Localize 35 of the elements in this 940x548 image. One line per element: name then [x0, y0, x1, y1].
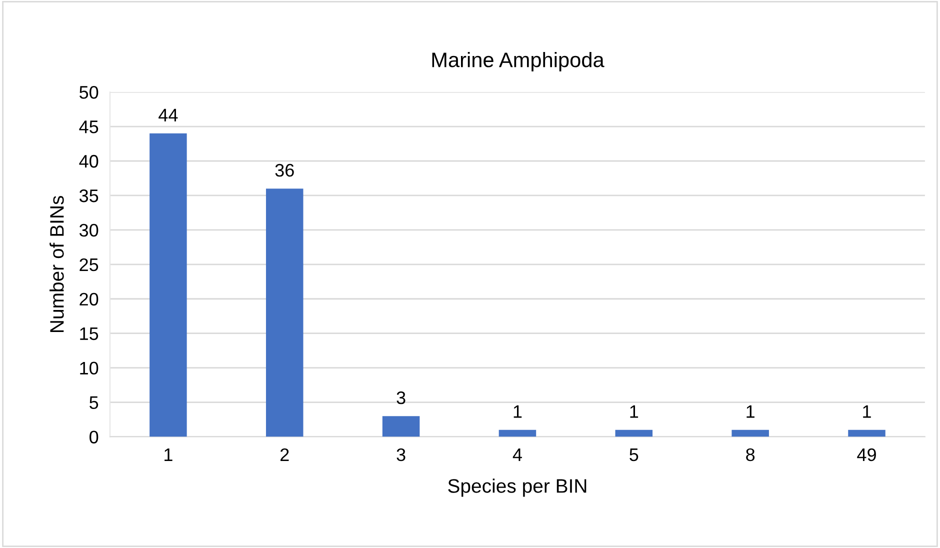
bar	[732, 430, 769, 437]
bar	[150, 133, 187, 437]
y-tick-label: 50	[80, 86, 98, 99]
x-tick-label: 49	[857, 448, 876, 462]
y-tick-label: 5	[90, 396, 98, 410]
y-tick-label: 45	[79, 120, 98, 134]
data-label: 1	[630, 405, 638, 418]
x-tick-label: 5	[630, 448, 638, 462]
y-tick-label: 10	[80, 362, 98, 375]
y-tick-label: 35	[79, 189, 98, 202]
y-tick-label: 30	[79, 224, 98, 237]
bar	[848, 430, 886, 437]
x-tick-label: 8	[746, 448, 755, 462]
data-label: 36	[275, 164, 294, 177]
x-tick-label: 1	[164, 448, 172, 461]
y-tick-label: 0	[90, 430, 98, 444]
data-label: 3	[396, 391, 406, 404]
bar	[382, 416, 420, 437]
x-tick-label: 3	[396, 448, 406, 462]
bar	[498, 430, 536, 437]
x-tick-label: 2	[280, 448, 289, 461]
y-tick-label: 15	[80, 327, 98, 340]
data-label: 44	[158, 108, 178, 122]
y-axis-title: Number of BINs	[50, 196, 64, 332]
data-label: 1	[863, 405, 871, 418]
y-tick-label: 25	[80, 258, 98, 272]
x-axis-title: Species per BIN	[448, 478, 586, 497]
y-tick-label: 40	[79, 154, 98, 168]
chart-title: Marine Amphipoda	[432, 52, 604, 72]
y-tick-label: 20	[80, 292, 98, 306]
data-label: 1	[514, 405, 522, 418]
bar	[615, 430, 653, 437]
bar	[266, 188, 304, 437]
data-label: 1	[746, 405, 754, 418]
x-tick-label: 4	[512, 448, 522, 461]
